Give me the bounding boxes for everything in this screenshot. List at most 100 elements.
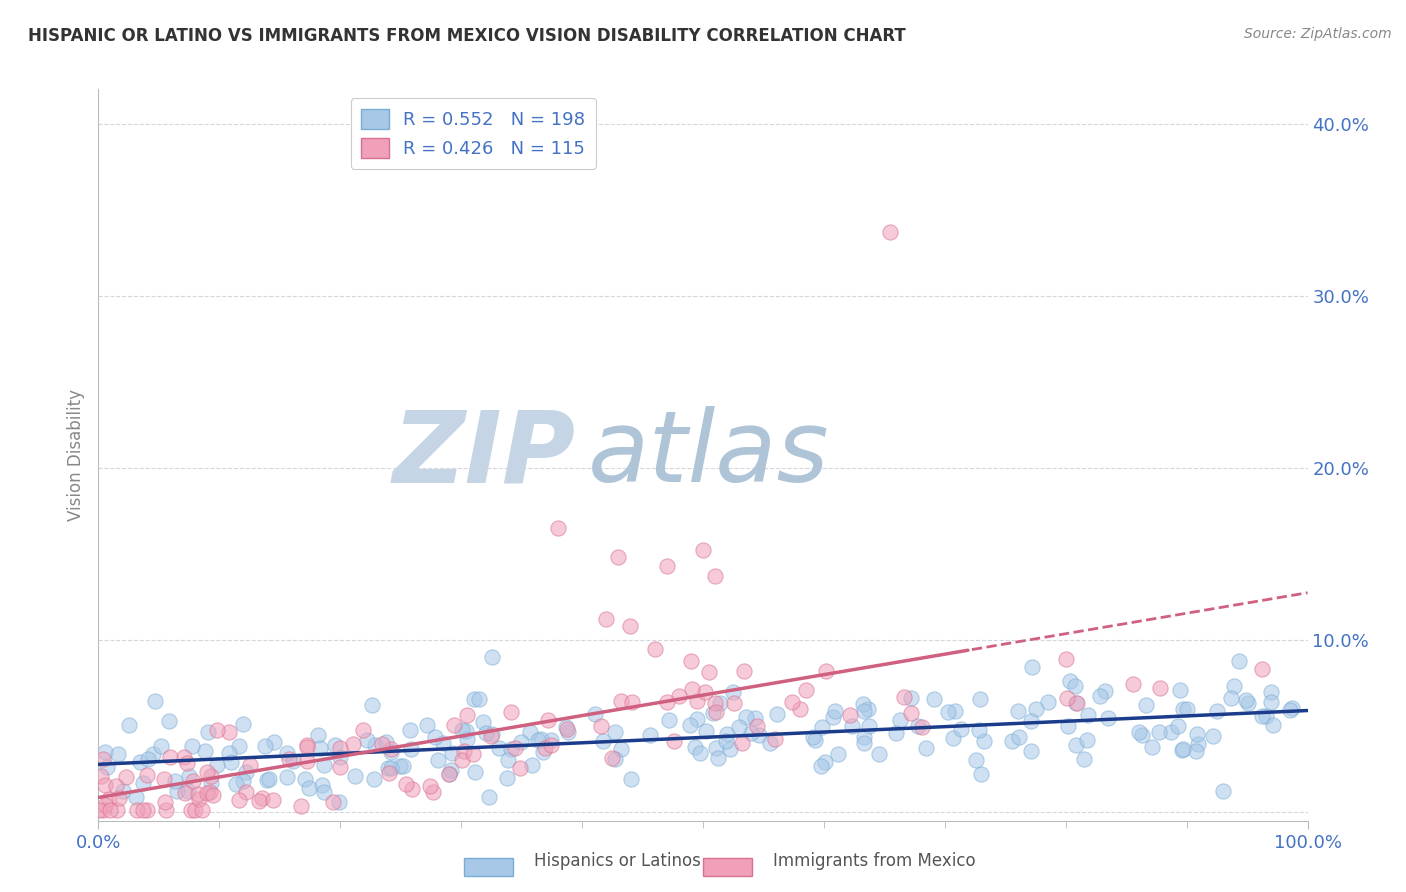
Point bbox=[595, 612, 617, 626]
Point bbox=[194, 744, 217, 758]
Point bbox=[555, 720, 578, 734]
Point bbox=[1063, 679, 1085, 693]
Point bbox=[295, 754, 318, 768]
Point bbox=[112, 784, 135, 798]
Point bbox=[1059, 674, 1081, 689]
Point bbox=[207, 723, 229, 738]
Point bbox=[704, 705, 727, 719]
Point bbox=[703, 697, 725, 711]
Point bbox=[814, 755, 837, 769]
Point bbox=[142, 747, 165, 761]
Point bbox=[814, 664, 837, 678]
Point bbox=[221, 755, 243, 769]
Point bbox=[704, 740, 727, 755]
Point bbox=[322, 795, 344, 809]
Point bbox=[478, 789, 501, 804]
Y-axis label: Vision Disability: Vision Disability bbox=[66, 389, 84, 521]
Point bbox=[456, 723, 478, 738]
Point bbox=[914, 741, 936, 756]
Point bbox=[1122, 677, 1144, 691]
Point bbox=[342, 737, 364, 751]
Point bbox=[180, 803, 202, 817]
Point bbox=[1170, 682, 1192, 697]
Point bbox=[1019, 744, 1042, 758]
Point bbox=[1057, 719, 1080, 733]
Point bbox=[527, 733, 550, 747]
Point bbox=[415, 718, 437, 732]
Point bbox=[200, 776, 222, 790]
Point bbox=[294, 772, 316, 787]
Point bbox=[450, 753, 472, 767]
Point bbox=[519, 724, 541, 739]
Point bbox=[1128, 724, 1150, 739]
Point bbox=[603, 725, 626, 739]
Point bbox=[401, 782, 423, 797]
Point bbox=[803, 732, 825, 747]
Point bbox=[1171, 742, 1194, 756]
Point bbox=[361, 698, 384, 712]
Point bbox=[181, 774, 204, 789]
Point bbox=[821, 710, 844, 724]
Point bbox=[540, 733, 562, 747]
Point bbox=[177, 783, 200, 797]
Point bbox=[143, 694, 166, 708]
Point bbox=[499, 741, 522, 756]
Point bbox=[467, 692, 489, 706]
Point bbox=[439, 763, 461, 777]
Point bbox=[1173, 702, 1195, 716]
Point bbox=[464, 764, 486, 779]
Point bbox=[720, 742, 742, 756]
Point bbox=[356, 732, 378, 747]
Point bbox=[263, 735, 285, 749]
Point bbox=[1251, 662, 1274, 676]
Point bbox=[1094, 684, 1116, 698]
Point bbox=[377, 761, 399, 775]
Point bbox=[852, 698, 875, 712]
Point bbox=[911, 720, 934, 734]
Point bbox=[125, 803, 148, 817]
Point bbox=[153, 772, 176, 786]
Point bbox=[555, 722, 578, 736]
Point bbox=[886, 726, 908, 740]
Point bbox=[370, 737, 392, 751]
Point bbox=[129, 755, 152, 769]
Point bbox=[276, 770, 298, 784]
Text: Source: ZipAtlas.com: Source: ZipAtlas.com bbox=[1244, 27, 1392, 41]
Point bbox=[202, 788, 225, 802]
Point bbox=[225, 777, 247, 791]
Point bbox=[697, 665, 720, 680]
Point bbox=[108, 791, 131, 805]
Point bbox=[93, 798, 115, 813]
Point bbox=[439, 767, 461, 781]
Point bbox=[283, 754, 305, 768]
Point bbox=[250, 790, 273, 805]
Point bbox=[1076, 708, 1098, 723]
Point bbox=[471, 714, 494, 729]
Point bbox=[159, 750, 181, 764]
Point bbox=[969, 767, 991, 781]
Point bbox=[893, 690, 915, 704]
Point bbox=[481, 650, 503, 665]
Point bbox=[188, 791, 211, 805]
Point bbox=[727, 720, 749, 734]
Point bbox=[451, 723, 474, 738]
Point bbox=[475, 726, 498, 740]
Point bbox=[481, 729, 503, 743]
Point bbox=[166, 784, 188, 798]
Point bbox=[456, 708, 478, 723]
Point bbox=[858, 719, 880, 733]
Point bbox=[115, 770, 138, 784]
Point bbox=[509, 762, 531, 776]
Point bbox=[325, 738, 347, 752]
Point bbox=[125, 790, 148, 805]
Point bbox=[679, 654, 702, 668]
Point bbox=[686, 712, 709, 726]
Point bbox=[721, 684, 744, 698]
Point bbox=[495, 772, 517, 786]
Point bbox=[307, 728, 329, 742]
Point bbox=[1185, 744, 1208, 758]
Point bbox=[228, 793, 250, 807]
Point bbox=[461, 747, 484, 761]
Point bbox=[253, 739, 276, 753]
Point bbox=[1149, 681, 1171, 695]
